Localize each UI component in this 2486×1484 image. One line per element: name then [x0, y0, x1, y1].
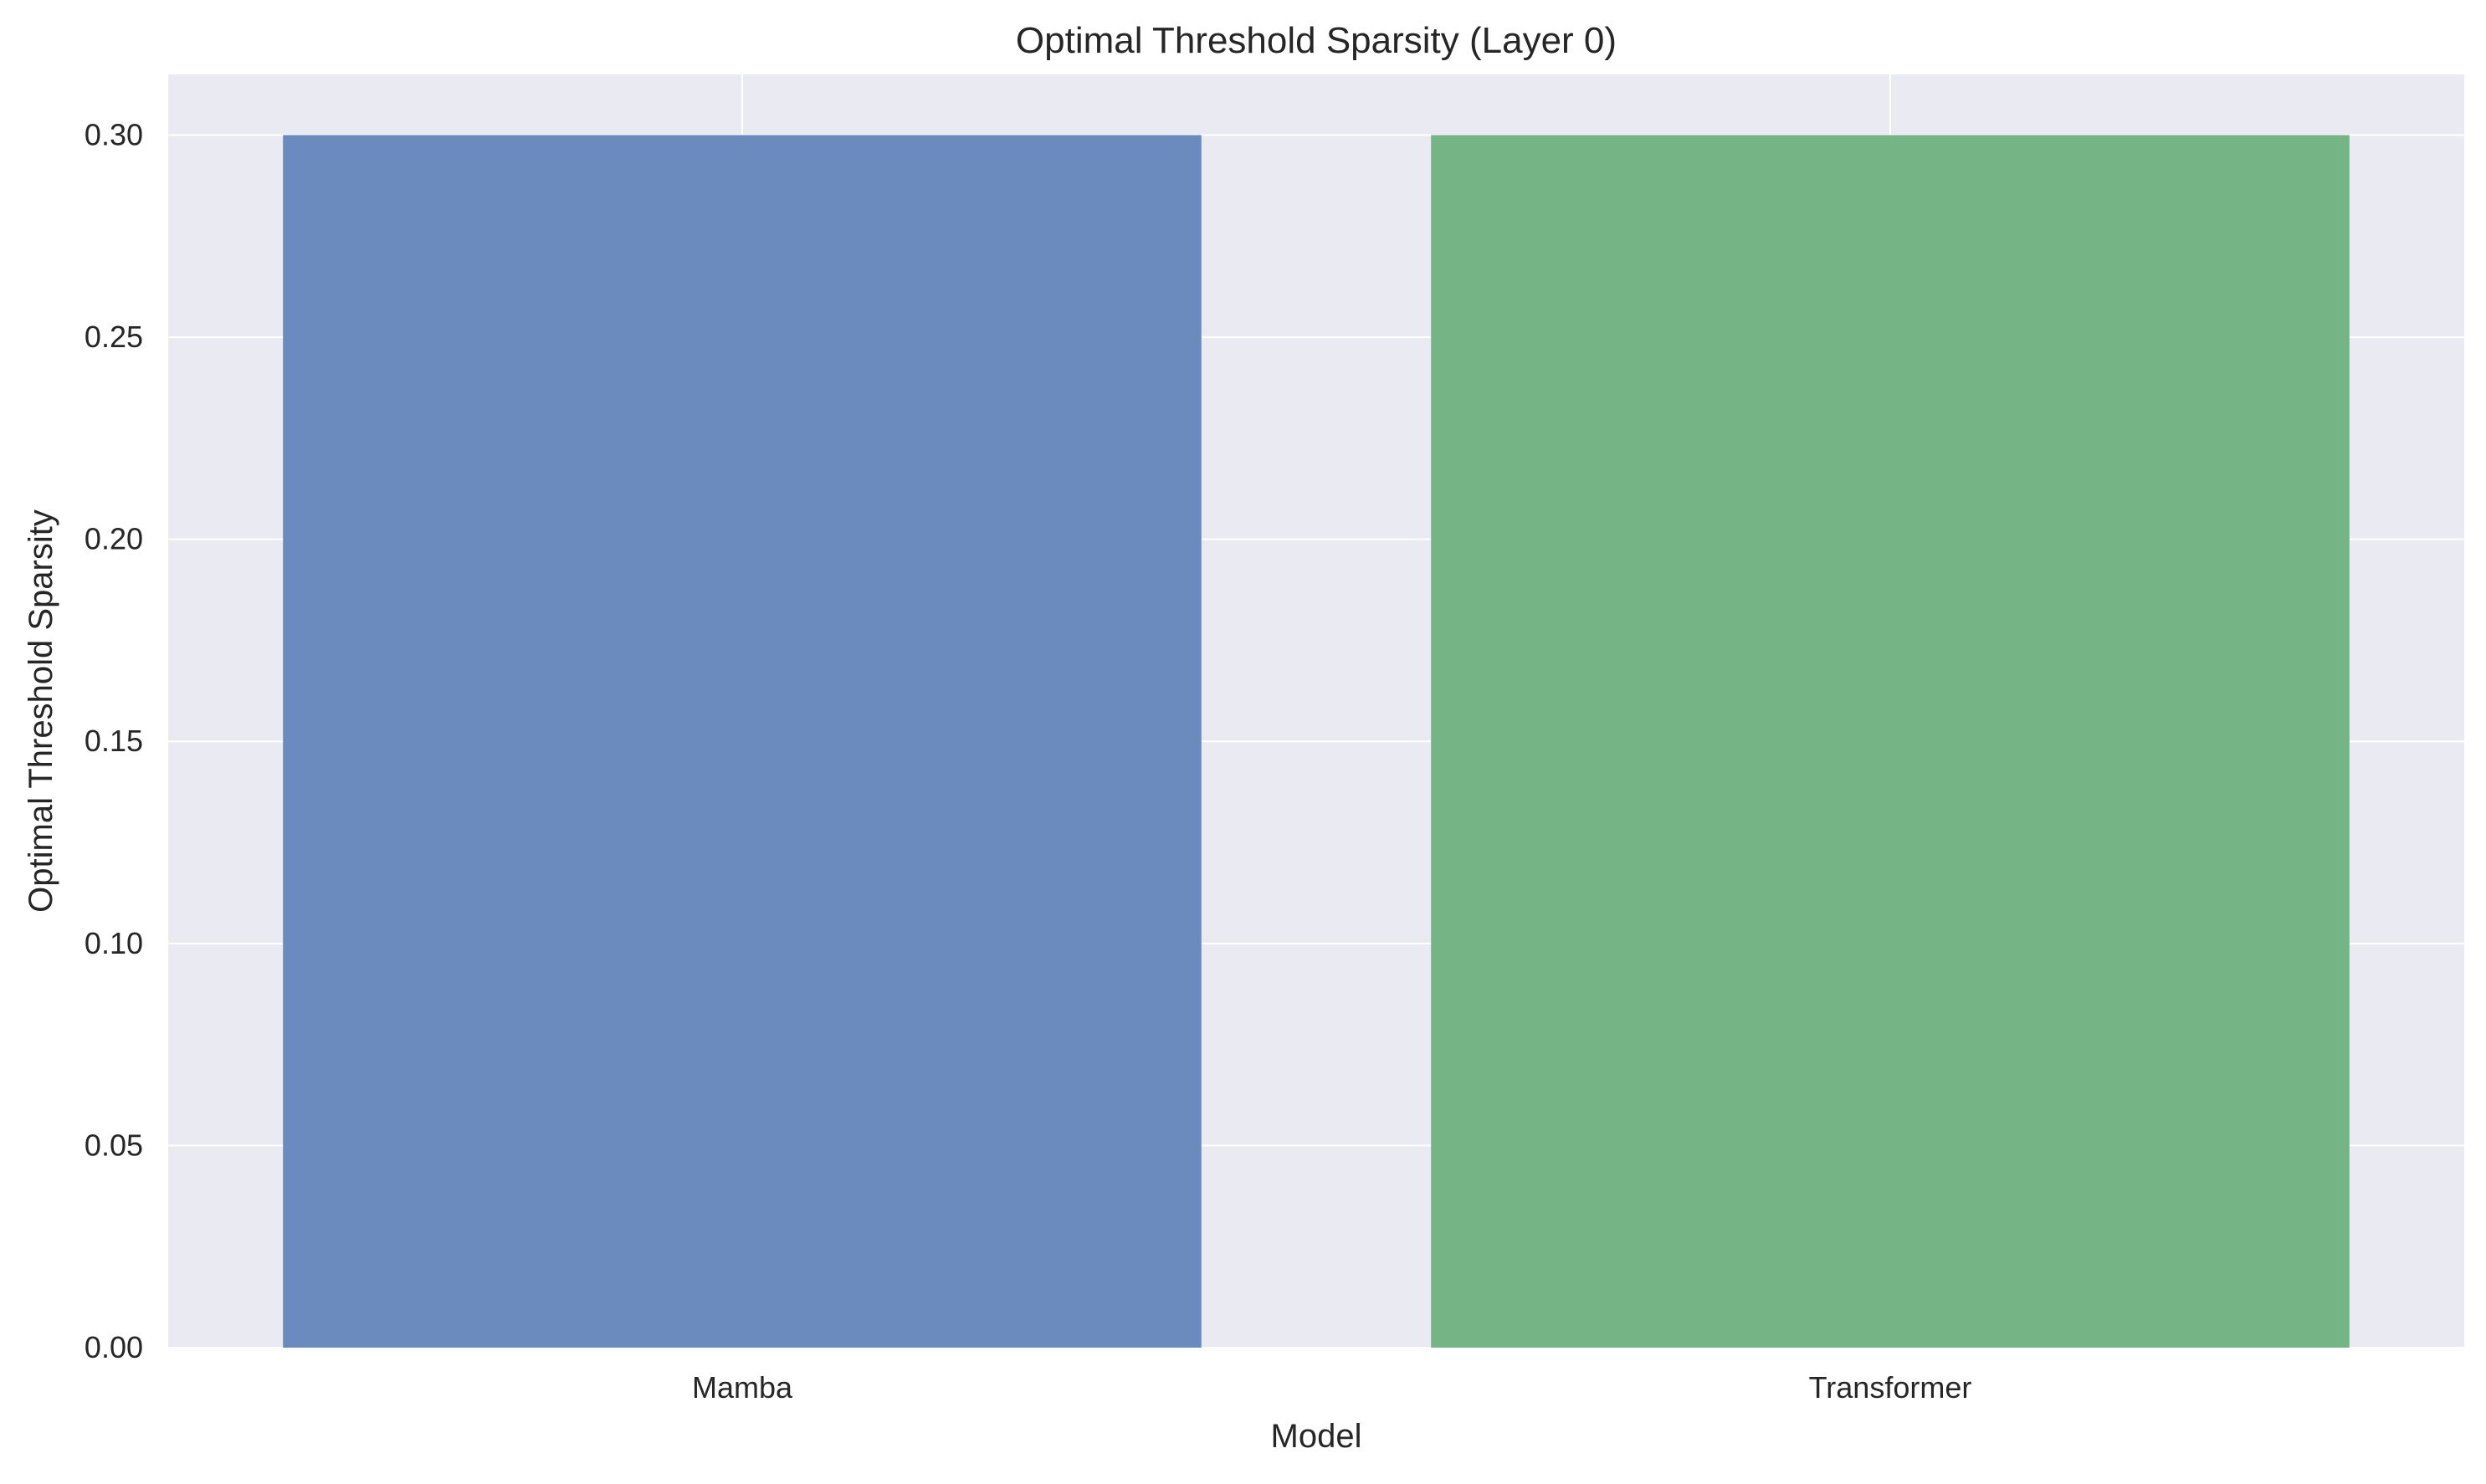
y-tick-label: 0.15	[85, 724, 143, 758]
x-tick-label: Transformer	[1809, 1370, 1972, 1405]
bar-mamba	[283, 135, 1202, 1348]
y-tick-label: 0.25	[85, 320, 143, 354]
y-tick-label: 0.30	[85, 117, 143, 151]
y-axis-label: Optimal Threshold Sparsity	[23, 509, 59, 913]
x-tick-label: Mamba	[692, 1370, 793, 1405]
y-tick-label: 0.00	[85, 1330, 143, 1364]
y-tick-label: 0.10	[85, 926, 143, 960]
chart-title: Optimal Threshold Sparsity (Layer 0)	[1016, 20, 1617, 61]
bar-transformer	[1431, 135, 2350, 1348]
x-axis-ticks: Mamba Transformer	[692, 1370, 1971, 1405]
y-axis-ticks: 0.00 0.05 0.10 0.15 0.20 0.25 0.30	[85, 117, 143, 1364]
bars	[283, 135, 2350, 1348]
x-axis-label: Model	[1271, 1418, 1362, 1455]
y-tick-label: 0.05	[85, 1128, 143, 1162]
y-tick-label: 0.20	[85, 522, 143, 556]
